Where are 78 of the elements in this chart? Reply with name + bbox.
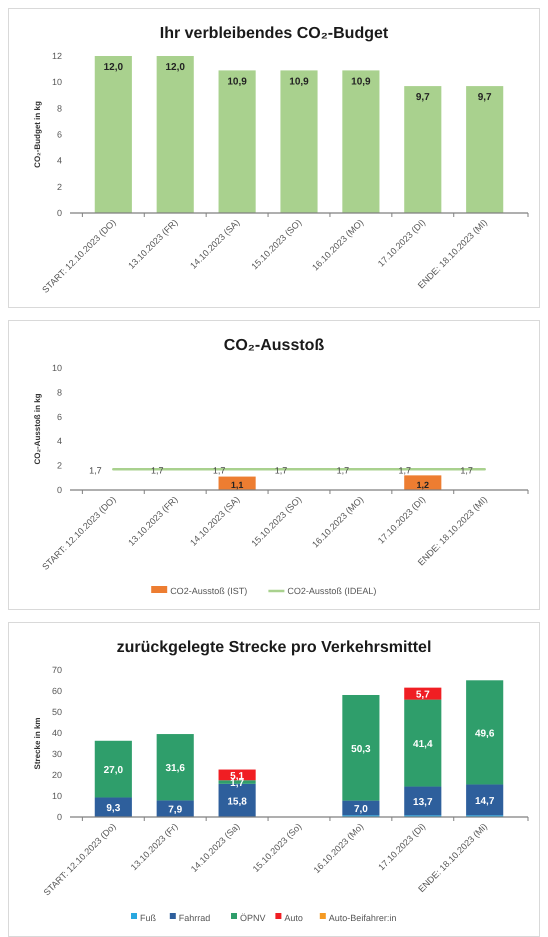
- y-tick-label: 10: [52, 77, 62, 88]
- data-label: 49,6: [474, 728, 495, 740]
- data-label: 1,7: [212, 465, 226, 476]
- data-label: 1,7: [150, 465, 164, 476]
- y-tick-label: 10: [52, 791, 62, 801]
- bar: [466, 784, 504, 816]
- bar: [404, 700, 442, 787]
- bar: [156, 734, 194, 800]
- y-tick-label: 60: [52, 686, 62, 696]
- y-tick-label: 8: [56, 103, 62, 114]
- y-tick-label: 20: [52, 770, 62, 780]
- data-label: 10,9: [351, 76, 372, 88]
- y-tick-label: 8: [56, 387, 62, 398]
- y-tick-label: 6: [56, 412, 62, 422]
- y-axis-title: Strecke in km: [33, 717, 42, 770]
- data-label: 1,7: [336, 465, 350, 476]
- y-tick-label: 40: [52, 728, 62, 738]
- data-label: 1,7: [398, 465, 412, 476]
- y-tick-label: 6: [56, 130, 62, 140]
- legend-label: Auto: [284, 913, 303, 923]
- data-label: 10,9: [289, 76, 310, 88]
- y-tick-label: 2: [56, 182, 62, 192]
- data-label: 9,7: [478, 92, 492, 104]
- bar: [466, 86, 504, 213]
- y-tick-label: 50: [52, 707, 62, 717]
- data-label: 27,0: [104, 765, 124, 776]
- y-axis-title: CO₂-Budget in kg: [33, 101, 42, 168]
- y-tick-label: 0: [56, 485, 62, 495]
- bar: [404, 688, 442, 700]
- data-label: 1,7: [274, 465, 288, 476]
- chart-title: CO₂-Ausstoß: [224, 337, 324, 354]
- y-tick-label: 12: [52, 51, 62, 61]
- data-label: 41,4: [413, 739, 433, 750]
- bar: [94, 740, 132, 798]
- data-label: 9,7: [416, 92, 430, 104]
- data-label: 1,7: [89, 465, 102, 476]
- data-label: 1,7: [460, 465, 473, 476]
- data-label: 7,0: [354, 804, 368, 815]
- data-label: 5,7: [416, 690, 430, 701]
- bar: [342, 694, 380, 801]
- y-axis-title: CO₂-Ausstoß in kg: [33, 393, 42, 465]
- legend-label: Auto-Beifahrer:in: [328, 913, 396, 923]
- bar: [280, 70, 318, 213]
- data-label: 7,9: [168, 804, 183, 816]
- bar: [156, 56, 194, 213]
- legend-label: Fahrrad: [178, 913, 210, 923]
- y-tick-label: 4: [56, 156, 62, 166]
- data-label: 50,3: [351, 744, 372, 755]
- data-label: 31,6: [165, 763, 186, 774]
- data-label: 10,9: [227, 76, 248, 88]
- data-label: 15,8: [227, 796, 248, 808]
- chart-title: Ihr verbleibendes CO₂-Budget: [160, 25, 389, 42]
- bar: [342, 800, 380, 816]
- data-label: 1,2: [416, 480, 430, 490]
- y-tick-label: 70: [52, 665, 62, 675]
- bar: [342, 70, 380, 213]
- y-tick-label: 2: [56, 460, 62, 471]
- data-label: 13,7: [413, 796, 433, 808]
- bar: [94, 56, 132, 213]
- legend-label: CO2-Ausstoß (IST): [170, 586, 248, 596]
- bar: [404, 86, 442, 213]
- legend-label: CO2-Ausstoß (IDEAL): [287, 586, 376, 596]
- bar: [466, 680, 504, 784]
- y-tick-label: 30: [52, 749, 62, 759]
- data-label: 12,0: [104, 62, 124, 73]
- chart-title: zurückgelegte Strecke pro Verkehrsmittel: [116, 639, 432, 656]
- legend-label: Fuß: [140, 913, 157, 923]
- legend-label: ÖPNV: [240, 913, 266, 923]
- data-label: 1,1: [230, 480, 244, 490]
- bar: [404, 786, 442, 816]
- y-tick-label: 10: [52, 363, 62, 373]
- data-label: 12,0: [165, 62, 186, 73]
- y-tick-label: 0: [56, 812, 62, 822]
- y-tick-label: 4: [56, 436, 62, 446]
- y-tick-label: 0: [56, 208, 62, 218]
- data-label: 9,3: [106, 803, 121, 814]
- data-label: 14,7: [474, 796, 495, 807]
- bar: [218, 70, 256, 213]
